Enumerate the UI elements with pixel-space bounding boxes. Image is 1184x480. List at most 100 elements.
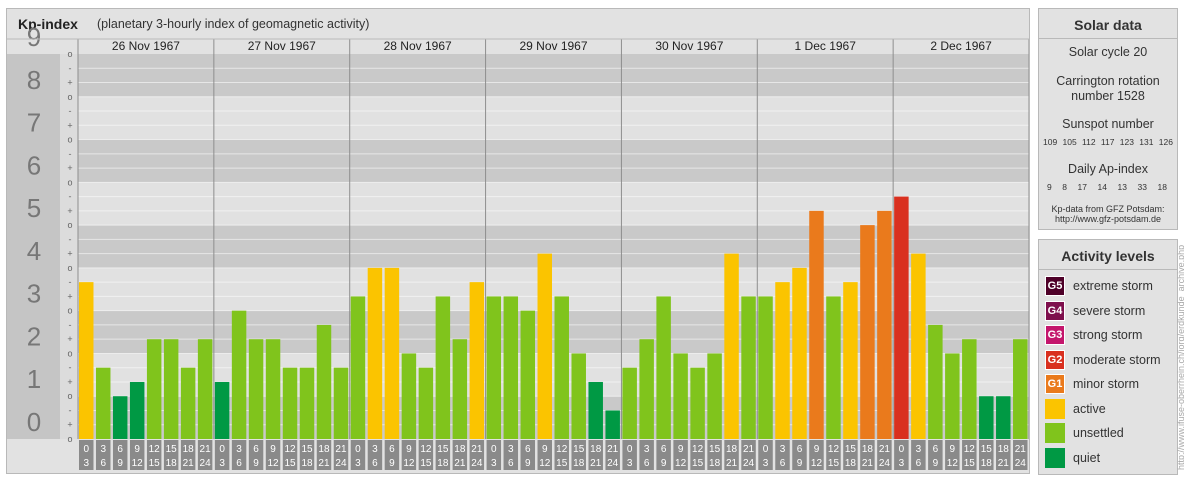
kp-band: [60, 182, 1029, 226]
interval-end-label: 18: [437, 458, 449, 469]
kp-subtick-label: +: [67, 206, 72, 216]
interval-start-label: 6: [797, 444, 803, 455]
interval-end-label: 15: [556, 458, 568, 469]
interval-end-label: 21: [998, 458, 1010, 469]
interval-start-label: 3: [100, 444, 106, 455]
legend-swatch: G5: [1045, 276, 1065, 296]
activity-panel-divider: [1039, 269, 1177, 270]
interval-box: [775, 440, 790, 470]
interval-end-label: 21: [183, 458, 195, 469]
kp-subtick-label: o: [67, 92, 72, 102]
interval-start-label: 0: [83, 444, 89, 455]
kp-bar: [928, 324, 943, 439]
kp-bar: [979, 396, 994, 439]
interval-box: [945, 440, 960, 470]
interval-start-label: 3: [372, 444, 378, 455]
interval-end-label: 3: [763, 458, 769, 469]
ap-values: 9 8 17 14 13 33 18: [1047, 182, 1167, 192]
interval-end-label: 12: [403, 458, 415, 469]
kp-bar: [656, 296, 671, 439]
interval-box: [384, 440, 400, 470]
interval-box: [418, 440, 434, 470]
kp-bar: [622, 367, 637, 439]
interval-box: [435, 440, 451, 470]
kp-bar: [418, 367, 434, 439]
interval-end-label: 12: [132, 458, 144, 469]
ap-title: Daily Ap-index: [1068, 162, 1148, 176]
legend-label: unsettled: [1073, 426, 1124, 440]
interval-box: [79, 440, 94, 470]
interval-end-label: 6: [236, 458, 242, 469]
kp-band: [60, 96, 1029, 140]
legend-label: quiet: [1073, 450, 1101, 465]
interval-start-label: 6: [253, 444, 259, 455]
interval-end-label: 21: [454, 458, 466, 469]
interval-start-label: 18: [318, 444, 330, 455]
interval-box: [860, 440, 875, 470]
kp-bar: [316, 324, 332, 439]
kp-band: [60, 54, 1029, 97]
kp-subtick-label: o: [67, 306, 72, 316]
legend-label: severe storm: [1073, 303, 1146, 318]
interval-end-label: 18: [301, 458, 313, 469]
kp-subtick-label: +: [67, 78, 72, 88]
sunspot-values: 109 105 112 117 123 131 126: [1043, 137, 1173, 147]
interval-box: [758, 440, 773, 470]
kp-bar: [843, 282, 858, 439]
kp-subtick-label: o: [67, 263, 72, 273]
interval-end-label: 21: [862, 458, 874, 469]
kp-bar: [877, 210, 892, 439]
legend-swatch: [1045, 447, 1065, 468]
interval-box: [537, 440, 552, 470]
kp-bar: [486, 296, 502, 439]
sunspot-value: 117: [1100, 137, 1115, 147]
kp-bar: [741, 296, 756, 439]
kp-bar: [79, 282, 94, 439]
interval-end-label: 9: [117, 458, 123, 469]
interval-box: [809, 440, 824, 470]
interval-box: [282, 440, 298, 470]
interval-box: [979, 440, 994, 470]
interval-box: [911, 440, 926, 470]
interval-start-label: 21: [879, 444, 891, 455]
interval-box: [792, 440, 807, 470]
day-label: 27 Nov 1967: [248, 39, 316, 53]
interval-end-label: 9: [661, 458, 667, 469]
source-link[interactable]: http://www.gfz-potsdam.de: [1054, 214, 1162, 224]
interval-box: [928, 440, 943, 470]
legend-swatch: G2: [1045, 349, 1065, 370]
legend-label: minor storm: [1073, 377, 1139, 391]
interval-start-label: 21: [607, 444, 619, 455]
kp-subtick-label: +: [67, 334, 72, 344]
chart-subtitle: (planetary 3-hourly index of geomagnetic…: [97, 17, 370, 31]
kp-bar: [690, 367, 705, 439]
kp-bar: [605, 410, 620, 439]
legend-swatch: G1: [1045, 374, 1065, 394]
kp-subtick-label: -: [69, 234, 72, 244]
day-label: 30 Nov 1967: [655, 39, 723, 53]
kp-axis-label: 2: [27, 321, 41, 351]
legend-label: moderate storm: [1073, 352, 1161, 367]
interval-box: [95, 440, 111, 470]
kp-bar: [197, 339, 213, 439]
interval-start-label: 3: [236, 444, 242, 455]
date-header-strip: [7, 39, 1029, 54]
kp-bar: [112, 396, 128, 439]
ap-value: 18: [1157, 182, 1167, 192]
interval-start-label: 3: [780, 444, 786, 455]
interval-end-label: 18: [573, 458, 585, 469]
kp-bar: [962, 339, 977, 439]
interval-end-label: 15: [964, 458, 976, 469]
solar-panel-divider: [1039, 38, 1177, 39]
kp-bar: [792, 267, 807, 439]
interval-end-label: 15: [420, 458, 432, 469]
interval-end-label: 6: [372, 458, 378, 469]
kp-bar: [945, 353, 960, 439]
interval-start-label: 9: [950, 444, 956, 455]
interval-box: [486, 440, 502, 470]
kp-axis-label: 1: [27, 364, 41, 394]
legend-swatch: [1045, 398, 1065, 419]
interval-start-label: 9: [270, 444, 276, 455]
activity-levels-panel: Activity levels G5 extreme storm G4 severe …: [1038, 239, 1178, 475]
interval-end-label: 15: [828, 458, 840, 469]
